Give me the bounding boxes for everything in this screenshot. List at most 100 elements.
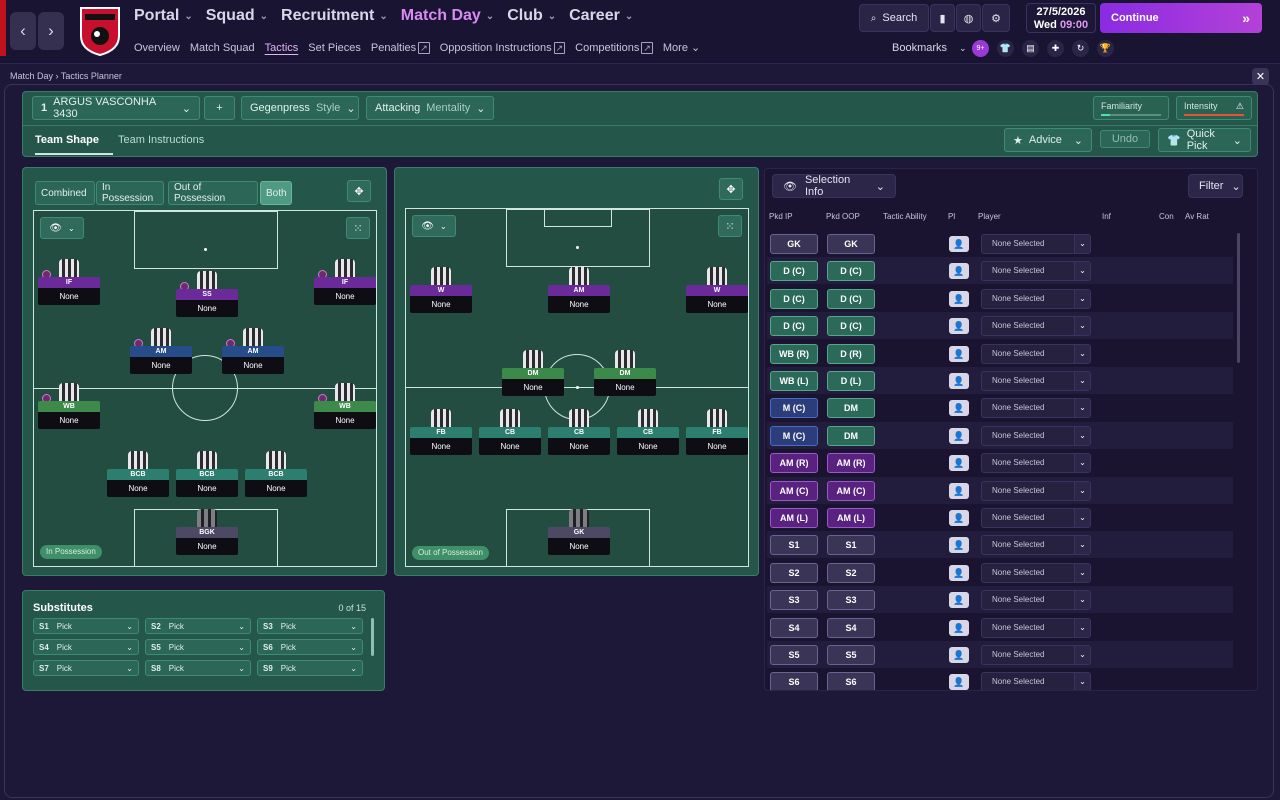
player-select[interactable]: None Selected ⌄ — [981, 562, 1091, 583]
picked-ip-position[interactable]: AM (L) — [770, 508, 818, 528]
grid-options-button[interactable]: ⁙ — [346, 217, 370, 239]
player-select[interactable]: None Selected ⌄ — [981, 288, 1091, 309]
undo-button[interactable]: Undo — [1100, 130, 1150, 148]
player-slot[interactable]: CB None — [479, 409, 541, 455]
picked-oop-position[interactable]: S6 — [827, 672, 875, 690]
tab-team-shape[interactable]: Team Shape — [35, 134, 99, 146]
subnav-item-tactics[interactable]: Tactics — [265, 42, 299, 54]
subnav-item-overview[interactable]: Overview — [134, 42, 180, 54]
picked-oop-position[interactable]: AM (C) — [827, 480, 875, 501]
picked-ip-position[interactable]: AM (C) — [770, 480, 818, 501]
close-icon[interactable]: ✕ — [1252, 68, 1269, 85]
picked-ip-position[interactable]: D (C) — [770, 316, 818, 337]
player-slot[interactable]: SS None — [176, 271, 238, 317]
picked-oop-position[interactable]: D (C) — [827, 316, 875, 337]
substitute-select[interactable]: S3 Pick ⌄ — [257, 618, 363, 634]
substitute-select[interactable]: S1 Pick ⌄ — [33, 618, 139, 634]
picked-ip-position[interactable]: D (C) — [770, 261, 818, 282]
picked-oop-position[interactable]: AM (R) — [827, 453, 875, 474]
visibility-toggle[interactable]: 👁 ⌄ — [412, 215, 456, 237]
selection-scrollbar[interactable] — [1237, 233, 1240, 363]
globe-button[interactable]: ◍ — [956, 4, 981, 32]
player-profile-icon[interactable]: 👤 — [949, 373, 969, 389]
bookmarks-menu[interactable]: Bookmarks ⌄ — [892, 42, 967, 54]
substitute-select[interactable]: S9 Pick ⌄ — [257, 660, 363, 676]
bookmark-button[interactable]: ▮ — [930, 4, 955, 32]
picked-ip-position[interactable]: S2 — [770, 562, 818, 583]
picked-oop-position[interactable]: S3 — [827, 590, 875, 611]
subnav-item-match-squad[interactable]: Match Squad — [190, 42, 255, 54]
advice-button[interactable]: ★ Advice ⌄ — [1004, 128, 1092, 152]
player-slot[interactable]: WB None — [314, 383, 376, 429]
nav-item-recruitment[interactable]: Recruitment ⌄ — [281, 7, 388, 25]
player-select[interactable]: None Selected ⌄ — [981, 480, 1091, 501]
view-out-of-possession-button[interactable]: Out of Possession — [168, 181, 258, 205]
player-profile-icon[interactable]: 👤 — [949, 564, 969, 581]
subnav-item-opposition-instructions[interactable]: Opposition Instructions ↗ — [440, 41, 566, 54]
picked-ip-position[interactable]: AM (R) — [770, 453, 818, 474]
club-crest-icon[interactable] — [79, 6, 121, 56]
picked-ip-position[interactable]: D (C) — [770, 288, 818, 309]
search-button[interactable]: ⌕ Search — [859, 4, 929, 32]
game-date[interactable]: 27/5/2026 Wed 09:00 — [1026, 3, 1096, 33]
player-select[interactable]: None Selected ⌄ — [981, 645, 1091, 665]
substitute-select[interactable]: S8 Pick ⌄ — [145, 660, 251, 676]
picked-oop-position[interactable]: AM (L) — [827, 508, 875, 528]
player-slot[interactable]: AM None — [548, 267, 610, 313]
column-header[interactable]: Pl — [948, 212, 956, 221]
picked-oop-position[interactable]: GK — [827, 234, 875, 254]
substitute-select[interactable]: S6 Pick ⌄ — [257, 639, 363, 655]
player-select[interactable]: None Selected ⌄ — [981, 672, 1091, 690]
picked-ip-position[interactable]: GK — [770, 234, 818, 254]
forward-button[interactable]: › — [38, 12, 64, 50]
trophy-icon[interactable]: 🏆 — [1097, 40, 1114, 57]
substitute-select[interactable]: S2 Pick ⌄ — [145, 618, 251, 634]
player-slot[interactable]: IF None — [314, 259, 376, 305]
player-slot[interactable]: CB None — [548, 409, 610, 455]
nav-item-match-day[interactable]: Match Day ⌄ — [401, 7, 494, 25]
player-profile-icon[interactable]: 👤 — [949, 619, 969, 636]
player-slot[interactable]: BCB None — [107, 451, 169, 497]
player-profile-icon[interactable]: 👤 — [949, 427, 969, 444]
picked-oop-position[interactable]: S2 — [827, 562, 875, 583]
quick-pick-button[interactable]: 👕 Quick Pick ⌄ — [1158, 128, 1251, 152]
picked-oop-position[interactable]: D (C) — [827, 261, 875, 282]
column-header[interactable]: Pkd OOP — [826, 212, 860, 221]
subnav-item-more[interactable]: More ⌄ — [663, 41, 700, 54]
player-select[interactable]: None Selected ⌄ — [981, 343, 1091, 364]
tab-team-instructions[interactable]: Team Instructions — [118, 134, 205, 146]
picked-ip-position[interactable]: M (C) — [770, 425, 818, 446]
player-select[interactable]: None Selected ⌄ — [981, 371, 1091, 391]
view-both-button[interactable]: Both — [260, 181, 292, 205]
formation-editor-button-oop[interactable]: ✥ — [719, 178, 743, 200]
player-slot[interactable]: AM None — [222, 328, 284, 374]
substitute-select[interactable]: S5 Pick ⌄ — [145, 639, 251, 655]
player-slot[interactable]: IF None — [38, 259, 100, 305]
player-select[interactable]: None Selected ⌄ — [981, 425, 1091, 446]
player-slot[interactable]: W None — [410, 267, 472, 313]
notifications-badge[interactable]: 9+ — [972, 40, 989, 57]
back-button[interactable]: ‹ — [10, 12, 36, 50]
subnav-item-set-pieces[interactable]: Set Pieces — [308, 42, 361, 54]
player-slot[interactable]: BCB None — [245, 451, 307, 497]
column-header[interactable]: Av Rat — [1185, 212, 1209, 221]
add-tactic-button[interactable]: + — [204, 96, 235, 120]
player-profile-icon[interactable]: 👤 — [949, 263, 969, 280]
nav-item-career[interactable]: Career ⌄ — [569, 7, 633, 25]
familiarity-meter[interactable]: Familiarity — [1093, 96, 1169, 120]
filter-button[interactable]: Filter ⌄ — [1188, 174, 1243, 198]
subnav-item-penalties[interactable]: Penalties ↗ — [371, 41, 430, 54]
player-profile-icon[interactable]: 👤 — [949, 236, 969, 252]
player-slot[interactable]: WB None — [38, 383, 100, 429]
formation-editor-button[interactable]: ✥ — [347, 180, 371, 202]
picked-oop-position[interactable]: DM — [827, 398, 875, 419]
visibility-toggle[interactable]: 👁 ⌄ — [40, 217, 84, 239]
continue-button[interactable]: Continue » — [1100, 3, 1262, 33]
player-slot[interactable]: GK None — [548, 509, 610, 555]
player-select[interactable]: None Selected ⌄ — [981, 316, 1091, 337]
picked-oop-position[interactable]: S5 — [827, 645, 875, 665]
picked-oop-position[interactable]: D (L) — [827, 371, 875, 391]
player-profile-icon[interactable]: 👤 — [949, 647, 969, 663]
player-slot[interactable]: BGK None — [176, 509, 238, 555]
player-select[interactable]: None Selected ⌄ — [981, 261, 1091, 282]
